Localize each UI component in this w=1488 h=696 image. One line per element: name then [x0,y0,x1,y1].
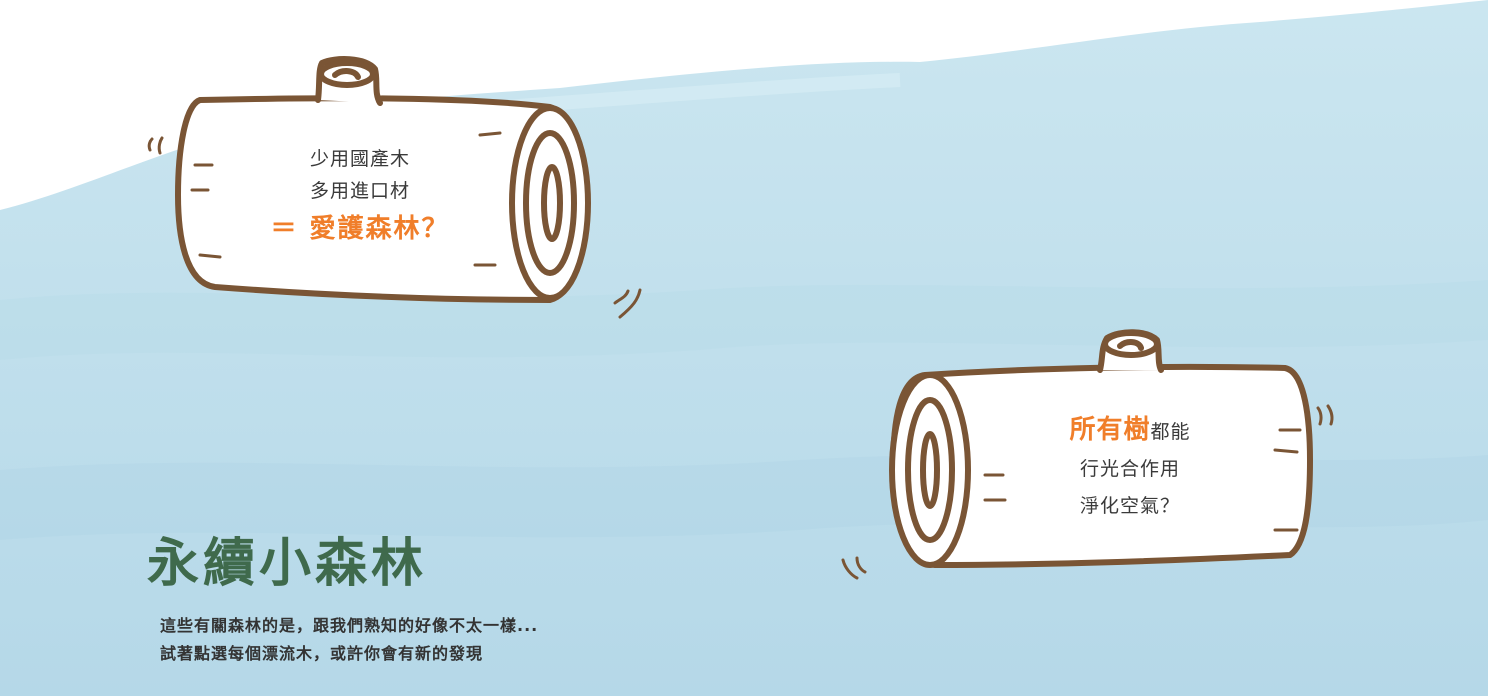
log-1-line-1: 少用國產木 [309,148,410,170]
log-drawing [841,329,1334,580]
page-description: 這些有關森林的是，跟我們熟知的好像不太一樣... 試著點選每個漂流木，或許你會有… [160,612,538,668]
log-2-text: 所有樹都能 行光合作用 淨化空氣？ [1030,412,1230,525]
driftwood-log-1[interactable]: 少用國產木 多用進口材 ＝ 愛護森林？ [140,55,660,325]
log-1-line-2: 多用進口材 [309,180,410,202]
log-drawing [147,56,642,319]
log-1-text: 少用國產木 多用進口材 ＝ 愛護森林？ [240,143,480,251]
log-2-line-2: 行光合作用 [1079,458,1180,480]
log-2-highlight: 所有樹 [1069,415,1151,445]
description-line-2: 試著點選每個漂流木，或許你會有新的發現 [160,644,484,663]
log-2-line-3: 淨化空氣？ [1079,495,1180,517]
log-1-highlight: ＝ 愛護森林？ [270,214,450,244]
driftwood-log-2[interactable]: 所有樹都能 行光合作用 淨化空氣？ [835,320,1355,590]
log-2-line-1-rest: 都能 [1150,421,1191,443]
page-title: 永續小森林 [147,534,428,594]
log-2-line-1: 所有樹都能 [1030,412,1230,451]
description-line-1: 這些有關森林的是，跟我們熟知的好像不太一樣... [160,616,539,635]
